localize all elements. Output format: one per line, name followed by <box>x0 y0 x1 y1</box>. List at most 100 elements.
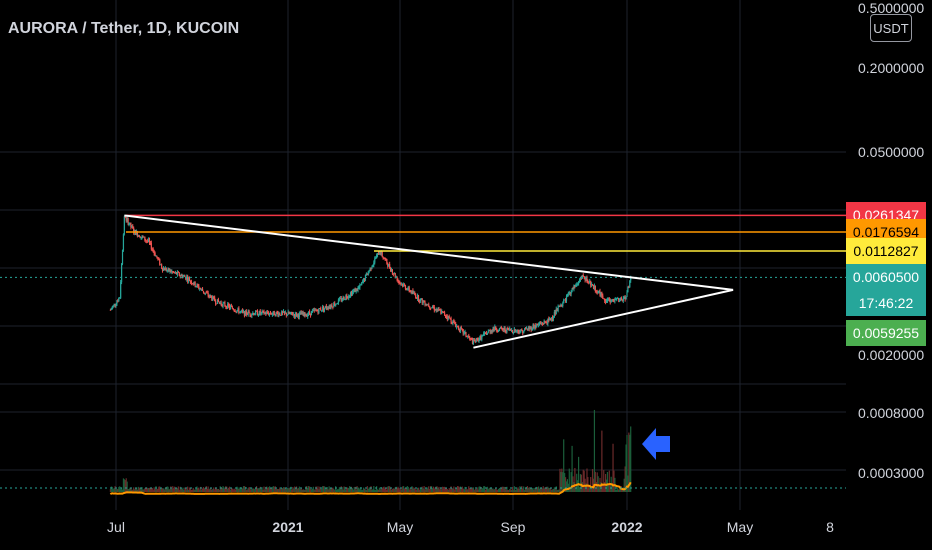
volume-bar <box>224 488 226 492</box>
candle-body <box>489 330 491 333</box>
volume-bar <box>111 486 113 492</box>
volume-bar <box>575 487 577 492</box>
candle-body <box>572 288 574 290</box>
volume-bar <box>345 489 347 492</box>
volume-bar <box>347 487 349 492</box>
candle-body <box>415 294 417 298</box>
candle-body <box>393 273 395 274</box>
candle-body <box>239 311 241 313</box>
volume-bar <box>366 486 368 492</box>
volume-bar <box>197 488 199 492</box>
price-tick-label: 0.0020000 <box>858 347 924 363</box>
candle-body <box>488 330 490 332</box>
volume-bar <box>510 489 513 492</box>
volume-bar <box>308 486 310 492</box>
volume-bar <box>159 486 161 492</box>
candle-body <box>312 309 314 311</box>
candle-body <box>445 316 448 317</box>
volume-bar <box>202 487 205 492</box>
candle-body <box>327 308 329 309</box>
volume-bar <box>151 487 153 492</box>
volume-bar <box>120 487 123 492</box>
volume-bar <box>266 486 268 492</box>
candle-body <box>425 304 427 306</box>
candle-body <box>423 301 425 303</box>
currency-unit-badge[interactable]: USDT <box>870 14 912 42</box>
volume-bar <box>235 488 237 492</box>
volume-bar <box>135 488 138 492</box>
volume-bar <box>351 488 354 492</box>
volume-bar <box>116 488 118 492</box>
volume-bar <box>451 488 453 492</box>
volume-bar <box>497 488 500 492</box>
candle-body <box>573 285 575 289</box>
volume-bar <box>523 486 525 492</box>
volume-bar <box>524 489 526 492</box>
candle-body <box>196 284 198 287</box>
volume-bar <box>371 489 373 492</box>
candle-body <box>500 327 502 328</box>
candle-body <box>464 332 466 333</box>
volume-bar <box>383 486 385 492</box>
volume-bar <box>270 488 273 492</box>
candle-body <box>450 318 452 323</box>
volume-bar <box>415 489 417 492</box>
candle-body <box>597 291 599 293</box>
candle-body <box>371 266 373 269</box>
candle-body <box>185 277 187 280</box>
volume-bar <box>117 489 119 492</box>
candle-body <box>164 268 166 271</box>
candle-body <box>253 313 255 316</box>
volume-bar <box>263 486 265 492</box>
volume-bar <box>424 489 426 492</box>
volume-bar <box>148 487 151 492</box>
volume-bar <box>213 487 215 492</box>
candle-body <box>324 306 327 308</box>
candle-body <box>443 312 446 316</box>
volume-bar <box>532 487 534 492</box>
volume-bar <box>243 486 246 492</box>
candle-body <box>255 310 258 312</box>
volume-bar <box>359 489 361 492</box>
volume-bar <box>298 486 300 492</box>
volume-bar <box>184 487 186 492</box>
price-tick-label: 0.0008000 <box>858 405 924 421</box>
candle-body <box>350 292 353 296</box>
candle-body <box>132 226 134 229</box>
volume-bar <box>112 489 114 492</box>
volume-bar <box>294 486 296 492</box>
candle-body <box>131 226 133 228</box>
candle-body <box>353 289 355 291</box>
price-tick-label: 0.2000000 <box>858 60 924 76</box>
candle-body <box>159 259 161 265</box>
candle-body <box>620 297 623 301</box>
volume-bar <box>319 486 321 492</box>
volume-bar <box>225 486 227 492</box>
volume-bar <box>123 479 125 492</box>
candle-body <box>439 309 441 311</box>
candle-body <box>535 325 537 328</box>
candle-body <box>177 272 179 273</box>
candle-body <box>275 312 277 316</box>
volume-bar <box>208 489 210 492</box>
candle-body <box>549 318 551 321</box>
candle-body <box>354 289 356 292</box>
candle-body <box>402 283 404 287</box>
candle-body <box>593 285 596 289</box>
volume-bar <box>343 486 345 492</box>
volume-bar <box>550 488 552 492</box>
candle-body <box>410 291 412 293</box>
candle-body <box>190 281 192 284</box>
volume-bar <box>474 488 476 492</box>
volume-bar <box>604 481 606 492</box>
candle-body <box>518 331 520 334</box>
volume-bar <box>481 489 483 492</box>
volume-bar <box>221 487 223 492</box>
candle-body <box>143 236 145 238</box>
volume-bar <box>349 486 352 492</box>
candle-body <box>436 308 438 311</box>
volume-bar <box>158 486 160 492</box>
volume-bar <box>590 477 592 492</box>
candle-body <box>460 327 462 329</box>
